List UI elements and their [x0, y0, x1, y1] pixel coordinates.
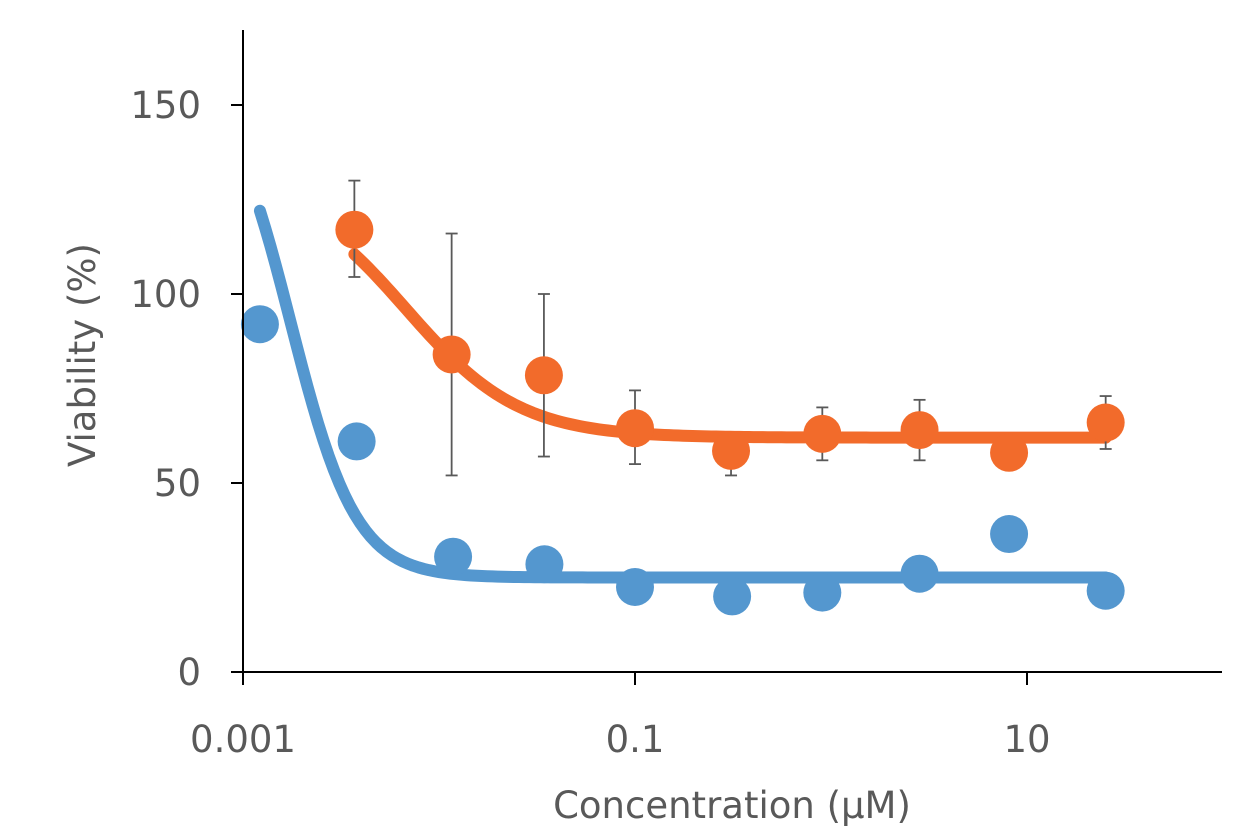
data-point-series-2: [900, 554, 939, 593]
data-point-series-1: [900, 411, 939, 450]
data-point-series-2: [803, 573, 842, 612]
data-point-series-2: [990, 515, 1029, 554]
data-point-series-1: [803, 414, 842, 453]
data-point-series-1: [990, 433, 1029, 472]
data-point-series-1: [524, 356, 563, 395]
x-axis-ticks: 0.001 0.1 10: [190, 672, 1051, 761]
data-point-series-1: [432, 335, 471, 374]
data-point-series-1: [335, 210, 374, 249]
y-tick-label: 150: [130, 84, 201, 127]
data-points: [240, 210, 1125, 616]
y-axis-title: Viability (%): [61, 243, 104, 467]
data-point-series-2: [337, 422, 376, 461]
x-tick-label: 0.1: [606, 718, 665, 761]
y-axis-ticks: 0 50 100 150: [130, 84, 243, 694]
data-point-series-1: [712, 431, 751, 470]
data-point-series-2: [525, 545, 564, 584]
data-point-series-2: [434, 537, 473, 576]
fit-curve-series-2: [253, 204, 1112, 584]
data-point-series-2: [1086, 571, 1125, 610]
y-tick-label: 0: [177, 651, 201, 694]
data-point-series-2: [713, 577, 752, 616]
x-tick-label: 10: [1003, 718, 1050, 761]
data-point-series-1: [1086, 403, 1125, 442]
data-point-series-1: [616, 409, 654, 448]
y-tick-label: 100: [130, 273, 201, 316]
data-point-series-2: [616, 567, 654, 606]
x-axis-title: Concentration (μM): [553, 784, 911, 827]
y-tick-label: 50: [154, 462, 201, 505]
x-tick-label: 0.001: [190, 718, 296, 761]
data-point-series-2: [240, 305, 279, 344]
fit-curves: [253, 204, 1112, 584]
